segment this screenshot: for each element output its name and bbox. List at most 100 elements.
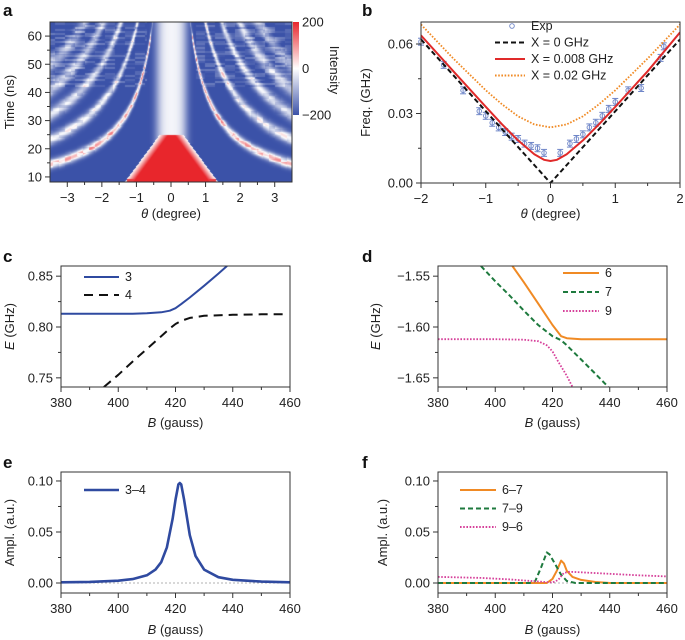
x-tick-label: −2 bbox=[94, 190, 109, 205]
legend-entry: 9 bbox=[563, 304, 612, 318]
panel-b: b Exp X = 0 GHz X = 0.008 GHz X = 0.02 GHz −2… bbox=[358, 1, 684, 221]
x-tick-label: 380 bbox=[50, 601, 72, 616]
y-tick-label: 60 bbox=[28, 29, 42, 44]
x-axis-label: B (gauss) bbox=[148, 415, 204, 430]
data-point bbox=[489, 120, 495, 126]
data-point bbox=[476, 108, 483, 114]
x-tick-label: 400 bbox=[484, 395, 506, 410]
legend-marker bbox=[509, 23, 515, 29]
axis-unit: (degree) bbox=[148, 206, 201, 221]
y-tick-label: 0.00 bbox=[28, 576, 53, 591]
data-point bbox=[483, 113, 489, 119]
y-tick-label: 0.05 bbox=[405, 524, 430, 539]
exp-point bbox=[573, 135, 580, 143]
y-axis-label: E (GHz) bbox=[2, 303, 17, 350]
series-line-6 bbox=[511, 266, 667, 341]
x-tick-label: −3 bbox=[60, 190, 75, 205]
x-tick-label: 440 bbox=[599, 601, 621, 616]
axis-unit: (gauss) bbox=[533, 622, 580, 637]
panel-label: e bbox=[3, 453, 12, 472]
legend-label: 3 bbox=[125, 270, 132, 284]
exp-point bbox=[476, 107, 483, 116]
x-tick-label: 1 bbox=[202, 190, 209, 205]
panel-label: f bbox=[362, 453, 368, 472]
data-point bbox=[586, 124, 593, 131]
y-tick-label: 0.75 bbox=[28, 370, 53, 385]
x-axis-label: B (gauss) bbox=[525, 415, 581, 430]
x-tick-label: 380 bbox=[427, 395, 449, 410]
heatmap-a bbox=[50, 22, 292, 182]
x-tick-label: −1 bbox=[129, 190, 144, 205]
series-line-7–9 bbox=[438, 551, 667, 584]
x-tick-label: 440 bbox=[222, 601, 244, 616]
y-axis-label: E (GHz) bbox=[368, 303, 383, 350]
x-tick-label: 0 bbox=[167, 190, 174, 205]
exp-point bbox=[541, 148, 548, 157]
y-axis-label: Ampl. (a.u.) bbox=[2, 499, 17, 566]
legend-entry: X = 0 GHz bbox=[495, 36, 589, 50]
exp-point bbox=[605, 104, 612, 113]
panel-label: b bbox=[362, 1, 372, 20]
legend-label: 7 bbox=[605, 285, 612, 299]
series-line-X = 0.008 GHz bbox=[421, 31, 680, 162]
panel-c: c 3 4 380 400 420 440 460 0.75 0.80 0.85 B (gauss) E… bbox=[2, 247, 301, 430]
x-tick-label: 1 bbox=[612, 191, 619, 206]
legend-entry: 3 bbox=[84, 270, 132, 284]
y-tick-label: −1.55 bbox=[397, 269, 430, 284]
plot-frame bbox=[49, 21, 293, 183]
data-point bbox=[440, 62, 447, 68]
series-line-9–6 bbox=[438, 570, 667, 584]
data-point bbox=[612, 99, 619, 105]
axis-unit: (gauss) bbox=[156, 415, 203, 430]
legend-label: 6–7 bbox=[502, 483, 523, 497]
y-axis-label: Freq. (GHz) bbox=[358, 68, 373, 137]
legend-entry: X = 0.02 GHz bbox=[495, 69, 606, 83]
data-point bbox=[638, 85, 644, 91]
data-point bbox=[567, 140, 573, 147]
series-line-X = 0.02 GHz bbox=[421, 23, 680, 129]
axis-variable: θ bbox=[141, 206, 148, 221]
x-tick-label: 380 bbox=[427, 601, 449, 616]
series-line-3 bbox=[61, 266, 228, 315]
colorbar-tick-label: −200 bbox=[302, 108, 331, 123]
y-tick-label: 0.00 bbox=[388, 176, 413, 191]
axis-unit: (gauss) bbox=[156, 622, 203, 637]
y-tick-label: −1.65 bbox=[397, 370, 430, 385]
y-tick-label: 30 bbox=[28, 113, 42, 128]
exp-point bbox=[557, 148, 564, 157]
x-axis-label: B (gauss) bbox=[525, 622, 581, 637]
legend-entry: Exp bbox=[509, 19, 553, 33]
axis-variable: B bbox=[148, 415, 157, 430]
x-tick-label: 0 bbox=[547, 191, 554, 206]
legend-label: 6 bbox=[605, 266, 612, 280]
colorbar bbox=[293, 22, 299, 115]
x-tick-label: 460 bbox=[279, 395, 301, 410]
y-tick-label: 50 bbox=[28, 57, 42, 72]
legend-entry: X = 0.008 GHz bbox=[495, 52, 613, 66]
x-axis-label: θ (degree) bbox=[521, 206, 581, 221]
axis-variable: E bbox=[2, 341, 17, 350]
x-tick-label: 380 bbox=[50, 395, 72, 410]
legend-entry: 7–9 bbox=[460, 502, 523, 516]
y-tick-label: 40 bbox=[28, 85, 42, 100]
data-point bbox=[661, 43, 667, 50]
panel-label: a bbox=[3, 1, 13, 20]
series-line-3–4 bbox=[61, 481, 290, 584]
legend-entry: 3–4 bbox=[84, 483, 146, 497]
legend-label: 9–6 bbox=[502, 520, 523, 534]
y-axis-label: Time (ns) bbox=[2, 75, 17, 129]
x-tick-label: 420 bbox=[165, 395, 187, 410]
axis-unit: (GHz) bbox=[368, 303, 383, 341]
y-tick-label: 20 bbox=[28, 141, 42, 156]
series-line-7 bbox=[480, 266, 610, 387]
axis-unit: (gauss) bbox=[533, 415, 580, 430]
exp-point bbox=[599, 111, 606, 120]
axis-variable: E bbox=[368, 341, 383, 350]
data-point bbox=[534, 145, 541, 152]
y-tick-label: 0.00 bbox=[405, 576, 430, 591]
legend-label: Exp bbox=[531, 19, 553, 33]
legend-label: X = 0.02 GHz bbox=[531, 69, 606, 83]
axis-variable: B bbox=[525, 415, 534, 430]
legend-entry: 6 bbox=[563, 266, 612, 280]
